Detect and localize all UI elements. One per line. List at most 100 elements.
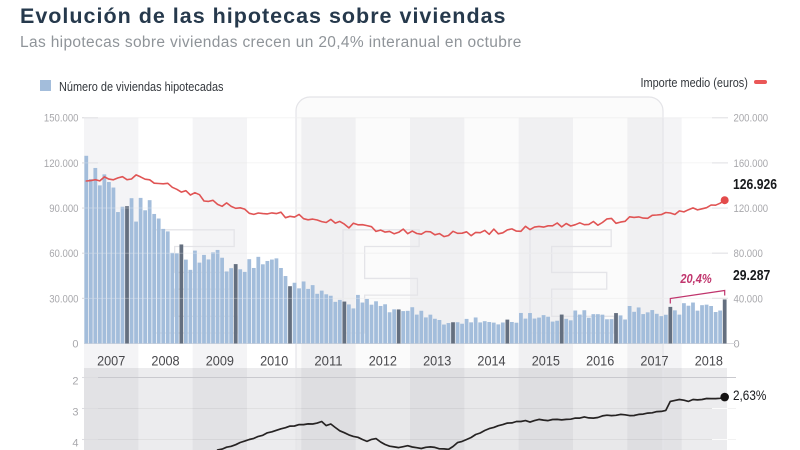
bar-month — [401, 311, 406, 344]
bar-month — [464, 318, 469, 344]
bar-month — [346, 304, 351, 344]
bar-month — [161, 228, 166, 344]
bar-month — [251, 267, 256, 344]
bar-month — [437, 319, 442, 344]
bar-october — [125, 206, 129, 344]
bar-october — [396, 309, 401, 344]
bar-month — [550, 321, 555, 344]
bar-month — [537, 317, 541, 344]
bar-october — [559, 314, 564, 344]
bar-month — [410, 307, 415, 344]
bar-month — [573, 310, 578, 344]
bar-month — [147, 200, 152, 344]
bar-month — [586, 317, 591, 344]
bar-month — [623, 319, 627, 344]
bar-month — [514, 322, 519, 344]
bar-month — [224, 271, 229, 344]
bar-month — [496, 324, 501, 344]
bar-month — [405, 310, 410, 344]
bar-month — [632, 311, 637, 344]
bar-month — [419, 310, 424, 344]
bar-month — [528, 313, 532, 344]
bar-october — [614, 313, 618, 344]
bar-month — [677, 314, 682, 344]
interest-rate-end-dot — [720, 392, 729, 402]
bar-month — [428, 314, 433, 344]
bar-month — [333, 301, 338, 344]
bar-month — [315, 293, 320, 344]
bar-month — [337, 299, 342, 344]
bar-month — [283, 276, 288, 344]
annotation-rate-last: 2,63% — [733, 388, 767, 403]
bar-month — [143, 210, 148, 344]
bar-month — [442, 324, 446, 344]
bar-month — [93, 167, 98, 344]
bar-month — [306, 288, 311, 344]
bar-month — [500, 322, 505, 344]
bar-month — [704, 304, 709, 344]
bar-month — [238, 269, 243, 344]
x-axis-year-label: 2017 — [640, 353, 668, 369]
bar-month — [672, 310, 677, 344]
year-stripe — [84, 117, 139, 450]
bar-month — [116, 212, 120, 344]
x-axis-year-label: 2011 — [314, 353, 342, 369]
bar-month — [215, 249, 220, 344]
bar-month — [582, 310, 587, 344]
bar-month — [170, 252, 175, 344]
x-axis-year-label: 2014 — [477, 353, 505, 369]
bar-month — [446, 323, 451, 344]
page-subtitle: Las hipotecas sobre viviendas crecen un … — [20, 34, 522, 51]
bar-month — [645, 312, 650, 344]
bar-month — [709, 306, 713, 344]
bar-month — [88, 179, 93, 344]
left-axis-label: 150.000 — [44, 113, 79, 125]
bar-month — [156, 218, 161, 344]
bar-month — [414, 314, 419, 344]
bar-month — [247, 259, 252, 344]
bar-month — [111, 187, 116, 344]
left-axis-label: 90.000 — [49, 203, 78, 215]
x-axis-year-label: 2018 — [695, 353, 723, 369]
year-stripe — [627, 117, 682, 450]
legend-label-mortgages: Número de viviendas hipotecadas — [58, 79, 224, 94]
bar-month — [654, 313, 659, 344]
avg-amount-line — [85, 174, 726, 238]
bar-month — [270, 259, 274, 344]
right-axis-label: 80.000 — [734, 248, 763, 260]
bar-month — [718, 310, 723, 344]
bar-month — [220, 257, 224, 344]
bar-month — [134, 221, 138, 344]
bar-month — [206, 259, 211, 344]
bar-month — [541, 315, 546, 344]
bar-month — [627, 306, 632, 344]
bar-october — [233, 264, 238, 344]
bar-month — [188, 269, 193, 344]
bar-month — [482, 321, 487, 344]
bar-month — [120, 206, 125, 344]
x-axis-year-label: 2010 — [260, 353, 288, 369]
bar-month — [473, 317, 478, 344]
annotation-yoy-change: 20,4% — [680, 271, 712, 286]
bar-month — [193, 250, 197, 344]
bar-month — [292, 282, 297, 344]
year-stripe — [518, 117, 573, 450]
bar-month — [360, 302, 365, 344]
bar-month — [378, 305, 383, 344]
bar-month — [713, 312, 718, 344]
bar-month — [365, 298, 369, 344]
bar-october — [342, 301, 347, 344]
bar-month — [591, 314, 596, 344]
bar-month — [301, 281, 306, 344]
year-stripe — [192, 117, 247, 450]
bar-month — [356, 294, 360, 344]
bar-month — [546, 316, 550, 344]
bar-october — [722, 299, 727, 344]
bar-month — [183, 259, 188, 344]
annotation-mortgages-last: 29.287 — [733, 267, 771, 284]
bar-october — [451, 322, 455, 344]
bar-month — [202, 254, 206, 344]
bar-month — [686, 305, 691, 344]
bar-month — [455, 322, 460, 344]
